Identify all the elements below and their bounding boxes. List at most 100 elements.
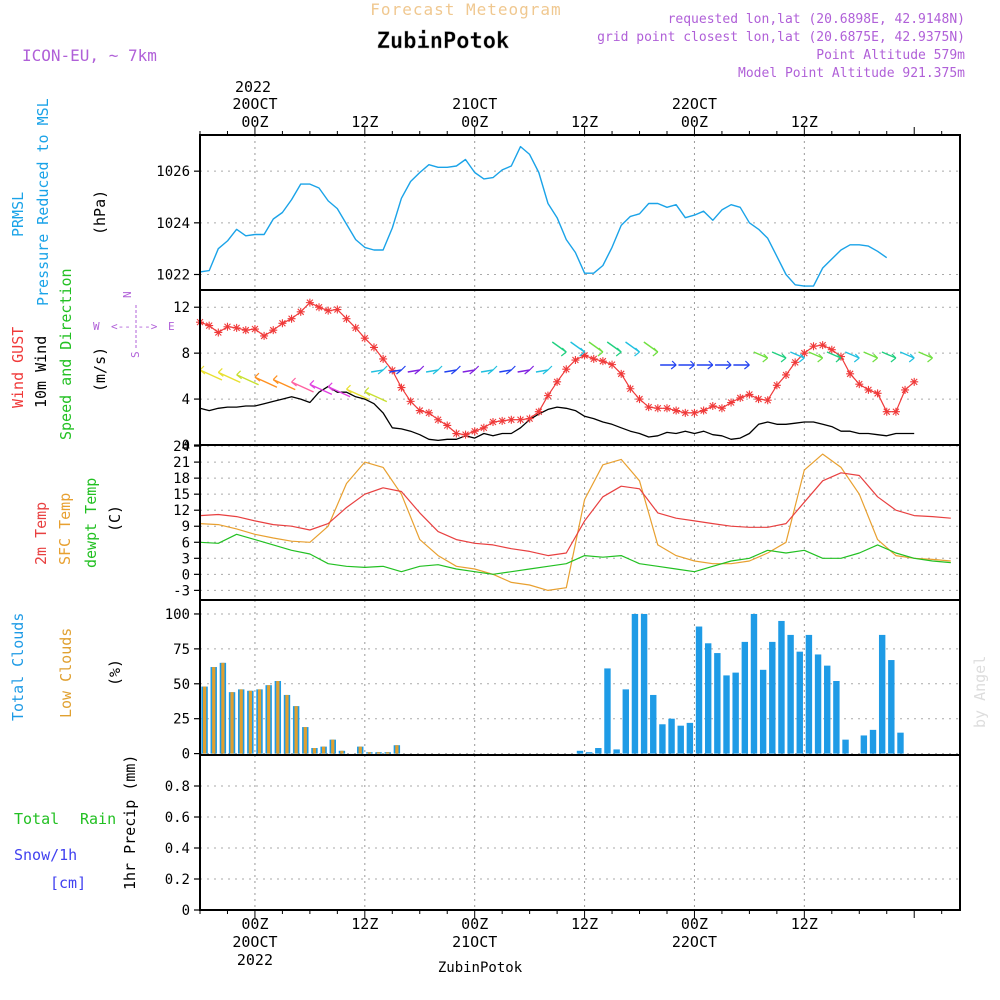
total-cloud-bar	[842, 739, 849, 754]
wind-arrow-head	[780, 353, 787, 363]
gust-marker	[415, 406, 424, 415]
wind-arrow-head	[364, 387, 371, 397]
wind-arrow-head	[560, 347, 567, 357]
wind-arrow	[863, 351, 878, 359]
gust-marker	[397, 383, 406, 392]
gust-marker	[315, 303, 324, 312]
wind-arrow-head	[707, 360, 714, 370]
dewpt-label: dewpt Temp	[82, 478, 100, 568]
wind-arrow-head	[689, 360, 695, 370]
wind-arrow	[753, 351, 768, 359]
gust-marker	[241, 326, 250, 335]
gust-marker	[516, 415, 525, 424]
wind-arrow	[327, 386, 351, 398]
time-label-bottom: 12Z	[571, 915, 598, 933]
total-cloud-bar	[686, 722, 694, 754]
data-layer	[196, 145, 951, 754]
low-cloud-bar	[322, 746, 326, 754]
point-altitude: Point Altitude 579m	[816, 48, 965, 63]
gust-marker	[205, 321, 214, 330]
gust-marker	[836, 352, 845, 361]
gust-marker	[864, 385, 873, 394]
low-cloud-bar	[395, 745, 399, 754]
gust-marker	[681, 408, 690, 417]
wind-unit: (m/s)	[91, 347, 109, 392]
gust-marker	[305, 298, 314, 307]
low-cloud-bar	[202, 686, 207, 754]
low-cloud-bar	[221, 662, 225, 754]
wind-arrow-head	[254, 372, 261, 382]
low-cloud-bar	[367, 752, 371, 754]
gust-marker	[214, 328, 223, 337]
low-cloud-bar	[303, 727, 307, 754]
wind-arrow	[407, 369, 420, 373]
total-cloud-bar	[796, 651, 803, 754]
wind-arrow	[444, 369, 457, 373]
gust-marker	[827, 345, 836, 354]
total-cloud-bar	[714, 653, 721, 754]
y-tick-label: 0.4	[165, 841, 190, 857]
gust-marker	[598, 357, 607, 366]
wind-arrow-head	[414, 365, 425, 375]
gust-marker	[278, 319, 287, 328]
total-cloud-bar	[759, 669, 767, 754]
wind-arrow-head	[652, 347, 659, 357]
y-tick-label: 1024	[156, 216, 190, 232]
wind-arrow	[218, 371, 241, 384]
wind-arrow-head	[396, 365, 406, 375]
gust-marker	[489, 418, 498, 427]
gust-marker	[525, 414, 534, 423]
panel-frame-4	[199, 599, 961, 756]
low-cloud-bar	[312, 748, 317, 754]
gust-marker	[809, 342, 818, 351]
gust-marker	[589, 354, 598, 363]
y-tick-label: 0.2	[165, 872, 190, 888]
low-cloud-bar	[376, 752, 381, 754]
gust-marker	[800, 349, 809, 358]
wind-arrow-head	[634, 347, 640, 357]
gust-marker	[690, 408, 699, 417]
wind-arrow	[236, 374, 259, 386]
chart-title: Forecast Meteogram	[370, 0, 561, 19]
y-tick-label: 15	[173, 487, 190, 503]
gust-marker	[571, 356, 580, 365]
y-tick-label: 21	[173, 455, 190, 471]
gust-marker	[910, 377, 919, 386]
wind-arrow	[291, 381, 314, 393]
gust-marker	[727, 398, 736, 407]
total-cloud-bar	[860, 735, 868, 754]
y-tick-label: 9	[182, 519, 190, 535]
wind-arrow-head	[327, 382, 334, 392]
sfc-label: SFC Temp	[56, 493, 74, 565]
low-cloud-bar	[239, 689, 243, 754]
requested-coords: requested lon,lat (20.6898E, 42.9148N)	[668, 12, 965, 27]
time-label-bottom: 12Z	[351, 915, 378, 933]
snow-label: Snow/1h	[14, 846, 77, 864]
time-label-top: 12Z	[351, 113, 378, 131]
wind-arrow	[517, 369, 530, 373]
gust-label: Wind GUST	[9, 327, 27, 408]
gust-marker	[351, 323, 360, 332]
y-tick-label: 24	[173, 439, 190, 455]
low-cloud-bar	[267, 685, 271, 754]
y-tick-label: 0	[182, 567, 190, 583]
total-cloud-bar	[869, 729, 877, 754]
gust-marker	[250, 325, 259, 334]
time-label-bottom: 2022	[237, 951, 273, 969]
gust-marker	[260, 331, 269, 340]
gust-marker	[388, 366, 397, 375]
gust-marker	[360, 334, 369, 343]
gust-marker	[232, 323, 241, 332]
wind-arrow	[845, 351, 860, 359]
wind-arrow-head	[908, 353, 915, 363]
gust-marker	[891, 407, 900, 416]
y-tick-label: 3	[182, 551, 190, 567]
wind-arrow-head	[927, 353, 933, 363]
wind-arrow-head	[670, 360, 677, 370]
total-cloud-bar	[814, 654, 822, 754]
wind-arrow	[535, 369, 549, 373]
low-cloud-bar	[331, 739, 335, 754]
wind-arrow-head	[890, 353, 897, 363]
wind-arrow	[771, 351, 787, 359]
wind-arrow-head	[615, 347, 622, 357]
